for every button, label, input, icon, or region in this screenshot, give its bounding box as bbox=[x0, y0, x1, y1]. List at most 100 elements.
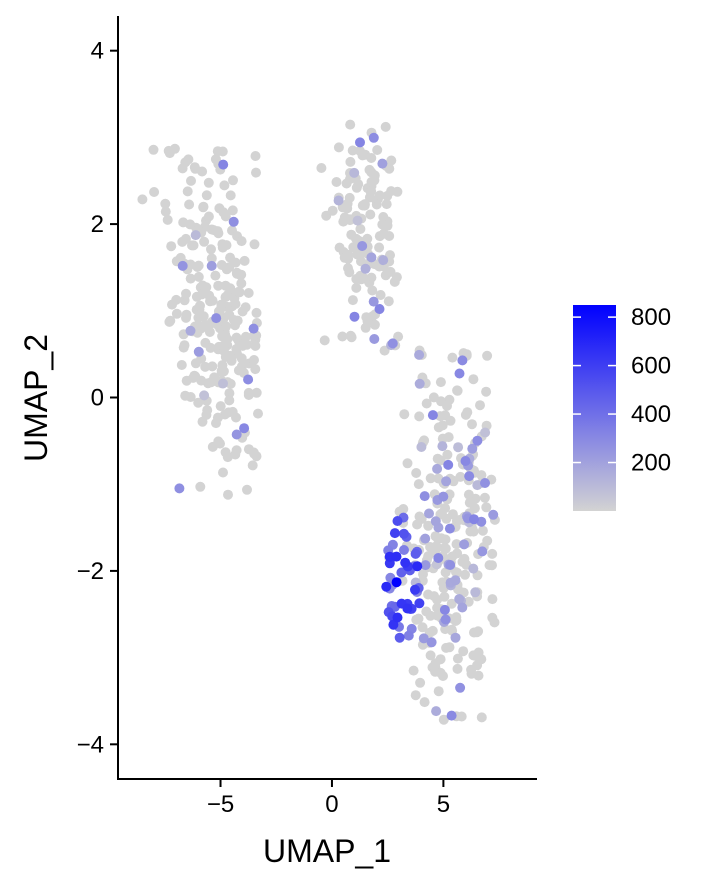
data-point bbox=[476, 470, 487, 481]
x-tick-label: −5 bbox=[207, 791, 234, 818]
data-point bbox=[162, 214, 173, 225]
data-point bbox=[218, 159, 229, 170]
data-point bbox=[393, 331, 404, 342]
data-point bbox=[160, 198, 171, 209]
data-point bbox=[460, 569, 470, 580]
data-point bbox=[389, 528, 400, 539]
data-point bbox=[414, 411, 425, 422]
data-point bbox=[464, 471, 475, 482]
data-point bbox=[200, 361, 211, 372]
data-point bbox=[354, 145, 365, 156]
data-point bbox=[451, 567, 461, 578]
data-point bbox=[223, 489, 233, 500]
data-point bbox=[437, 433, 448, 444]
data-point bbox=[333, 195, 344, 206]
data-point bbox=[176, 360, 187, 370]
data-point bbox=[467, 419, 477, 430]
data-point bbox=[357, 241, 368, 251]
y-tick-label: 4 bbox=[91, 38, 104, 65]
data-point bbox=[253, 408, 263, 419]
x-tick-label: 5 bbox=[437, 791, 450, 818]
data-point bbox=[435, 377, 446, 388]
data-point bbox=[368, 296, 379, 307]
data-point bbox=[358, 272, 369, 283]
data-point bbox=[450, 575, 461, 586]
data-point bbox=[225, 190, 236, 201]
x-tick-label: 0 bbox=[325, 791, 338, 818]
data-point bbox=[184, 199, 195, 210]
data-point bbox=[403, 630, 414, 641]
data-point bbox=[391, 551, 402, 562]
data-point bbox=[412, 561, 423, 572]
data-point bbox=[419, 697, 430, 708]
data-point bbox=[182, 186, 193, 197]
data-point bbox=[227, 205, 238, 216]
data-point bbox=[215, 401, 226, 412]
data-point bbox=[319, 335, 330, 346]
data-point bbox=[372, 145, 383, 155]
data-point bbox=[374, 190, 385, 201]
data-point bbox=[250, 364, 261, 375]
data-point bbox=[450, 616, 461, 626]
data-point bbox=[206, 244, 216, 255]
data-point bbox=[367, 285, 378, 296]
data-point bbox=[458, 646, 469, 657]
data-point bbox=[192, 262, 203, 272]
data-point bbox=[205, 342, 216, 353]
data-point bbox=[383, 296, 394, 307]
data-point bbox=[481, 502, 492, 513]
data-point bbox=[439, 542, 450, 553]
data-point bbox=[452, 653, 463, 664]
data-point bbox=[195, 300, 205, 311]
data-point bbox=[469, 514, 479, 525]
data-point bbox=[399, 545, 409, 555]
data-point bbox=[473, 626, 484, 637]
data-point bbox=[235, 270, 246, 281]
data-point bbox=[414, 378, 425, 389]
data-point bbox=[460, 456, 471, 466]
data-point bbox=[232, 315, 243, 326]
data-point bbox=[195, 481, 206, 492]
data-point bbox=[218, 378, 228, 389]
data-point bbox=[165, 315, 176, 326]
data-point bbox=[488, 509, 499, 520]
data-point bbox=[177, 260, 188, 271]
data-point bbox=[381, 199, 392, 210]
data-point bbox=[362, 233, 373, 244]
data-point bbox=[438, 671, 448, 681]
data-point bbox=[381, 581, 392, 592]
colorbar-tick-label: 600 bbox=[631, 353, 671, 380]
data-point bbox=[190, 230, 201, 241]
data-point bbox=[191, 291, 202, 302]
data-point bbox=[425, 473, 436, 484]
data-point bbox=[220, 447, 231, 458]
y-axis-ticks: −4 −2 0 2 4 bbox=[77, 38, 118, 758]
data-point bbox=[440, 614, 451, 625]
data-point bbox=[394, 632, 405, 643]
data-point bbox=[444, 523, 455, 534]
data-point bbox=[480, 427, 491, 438]
data-point bbox=[378, 255, 389, 266]
data-point bbox=[445, 415, 456, 426]
colorbar-tick-label: 200 bbox=[631, 450, 671, 477]
data-point bbox=[426, 637, 437, 648]
data-point bbox=[455, 682, 466, 693]
data-point bbox=[207, 295, 218, 306]
data-point bbox=[391, 577, 402, 588]
data-point bbox=[210, 270, 221, 281]
data-point bbox=[419, 491, 430, 502]
data-point bbox=[444, 642, 455, 653]
data-point bbox=[374, 242, 385, 253]
data-point bbox=[396, 567, 407, 578]
data-point bbox=[250, 151, 261, 161]
data-point bbox=[160, 206, 171, 217]
y-axis-title: UMAP_2 bbox=[18, 334, 54, 462]
data-point bbox=[480, 478, 490, 488]
data-point bbox=[392, 516, 403, 526]
data-point bbox=[438, 491, 449, 502]
data-point bbox=[211, 313, 222, 324]
data-point bbox=[196, 323, 207, 334]
data-point bbox=[242, 484, 252, 495]
data-point bbox=[366, 176, 377, 187]
data-point bbox=[476, 712, 487, 723]
